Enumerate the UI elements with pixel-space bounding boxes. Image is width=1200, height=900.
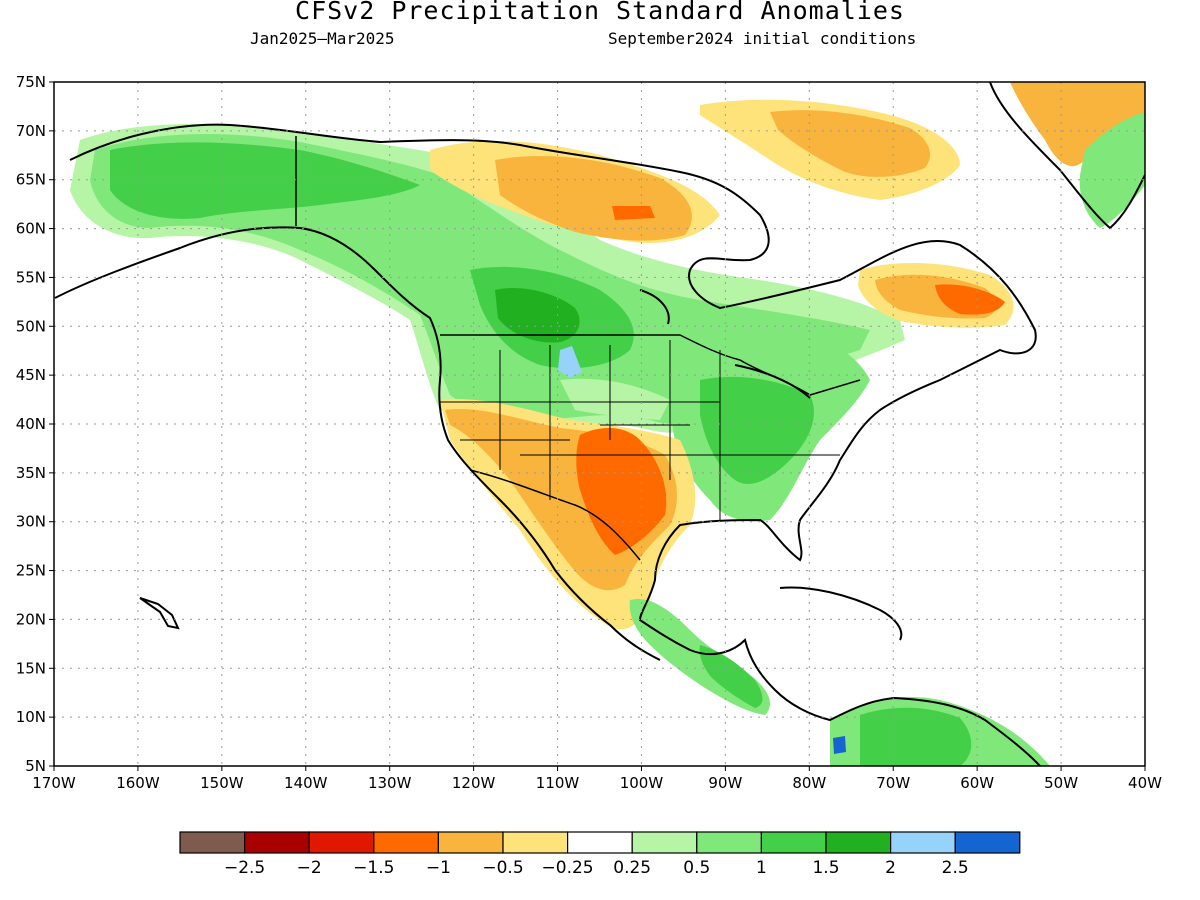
anomaly-region	[935, 284, 1005, 315]
colorbar-label: −2.5	[224, 858, 265, 878]
lon-tick-label: 90W	[708, 774, 742, 792]
lon-tick-label: 130W	[368, 774, 412, 792]
border	[440, 340, 840, 520]
coastline	[639, 289, 670, 325]
lat-tick-label: 45N	[16, 366, 46, 384]
colorbar-label: −0.25	[542, 858, 594, 878]
colorbar-swatch	[889, 831, 956, 854]
lat-tick-label: 60N	[16, 220, 46, 238]
lat-tick-label: 25N	[16, 562, 46, 580]
lon-tick-label: 120W	[452, 774, 496, 792]
lon-tick-label: 60W	[960, 774, 994, 792]
lon-tick-label: 40W	[1128, 774, 1162, 792]
graticule	[54, 82, 1145, 766]
forecast-period: Jan2025—Mar2025	[250, 29, 395, 48]
anomaly-region	[576, 428, 667, 555]
lon-tick-label: 50W	[1044, 774, 1078, 792]
anomaly-region	[560, 378, 670, 420]
colorbar-swatch	[631, 831, 698, 854]
lon-tick-label: 140W	[284, 774, 328, 792]
colorbar-label: −1	[426, 858, 451, 878]
lon-tick-label: 150W	[200, 774, 244, 792]
colorbar-swatch	[825, 831, 892, 854]
island	[139, 597, 180, 630]
lon-tick-label: 100W	[620, 774, 664, 792]
anomaly-region	[770, 110, 930, 177]
colorbar-swatch	[566, 831, 633, 854]
colorbar-label: 0.25	[613, 858, 651, 878]
coastline	[989, 82, 1145, 230]
anomaly-fill-layer	[54, 82, 1145, 766]
colorbar-swatch	[179, 831, 246, 854]
colorbar-label: 2	[885, 858, 896, 878]
initial-conditions: September2024 initial conditions	[608, 29, 917, 48]
anomaly-region	[700, 376, 814, 484]
lat-tick-label: 30N	[16, 513, 46, 531]
coastline	[779, 586, 903, 641]
colorbar-label: 0.5	[683, 858, 710, 878]
anomaly-region	[1010, 82, 1145, 167]
lat-tick-label: 15N	[16, 659, 46, 677]
map-title: CFSv2 Precipitation Standard Anomalies	[295, 0, 905, 25]
colorbar-swatch	[308, 831, 375, 854]
lon-tick-label: 170W	[32, 774, 76, 792]
lat-tick-label: 5N	[25, 757, 46, 775]
lat-tick-label: 70N	[16, 122, 46, 140]
colorbar-label: −1.5	[353, 858, 394, 878]
colorbar-swatch	[437, 831, 504, 854]
lat-tick-label: 40N	[16, 415, 46, 433]
coastline	[69, 123, 1041, 766]
border	[469, 469, 641, 561]
colorbar-label: 2.5	[942, 858, 969, 878]
lon-tick-label: 110W	[536, 774, 580, 792]
lat-tick-label: 20N	[16, 610, 46, 628]
lat-tick-label: 55N	[16, 268, 46, 286]
anomaly-region	[699, 645, 763, 708]
lon-tick-label: 80W	[792, 774, 826, 792]
colorbar-swatch	[373, 831, 439, 854]
lat-tick-label: 10N	[16, 708, 46, 726]
axis-ticks: 75N 70N 65N 60N 55N 50N 45N 40N 35N 30N 25N 20N 15N 1…	[16, 73, 1162, 792]
anomaly-region	[495, 288, 580, 343]
anomaly-region	[1079, 112, 1145, 228]
anomaly-region	[495, 156, 692, 241]
colorbar-label: 1.5	[812, 858, 839, 878]
lat-tick-label: 65N	[16, 171, 46, 189]
border	[440, 334, 861, 396]
colorbar-swatch	[244, 831, 310, 854]
lat-tick-label: 35N	[16, 464, 46, 482]
colorbar-swatch	[502, 831, 569, 854]
colorbar-swatch	[954, 831, 1021, 854]
colorbar-label: 1	[756, 858, 767, 878]
lat-tick-label: 50N	[16, 317, 46, 335]
lon-tick-label: 70W	[876, 774, 910, 792]
coastline	[54, 226, 661, 661]
lat-tick-label: 75N	[16, 73, 46, 91]
colorbar: −2.5 −2 −1.5 −1 −0.5 −0.25 0.25 0.5 1 1.5 2 2.5	[179, 831, 1021, 878]
anomaly-region	[110, 142, 420, 219]
anomaly-region	[558, 346, 582, 378]
lon-tick-label: 160W	[116, 774, 160, 792]
anomaly-region	[860, 707, 972, 766]
colorbar-label: −0.5	[482, 858, 523, 878]
colorbar-swatch	[760, 831, 827, 854]
colorbar-swatch	[696, 831, 762, 854]
anomaly-region	[833, 736, 846, 754]
anomaly-region	[612, 206, 655, 220]
colorbar-label: −2	[297, 858, 322, 878]
